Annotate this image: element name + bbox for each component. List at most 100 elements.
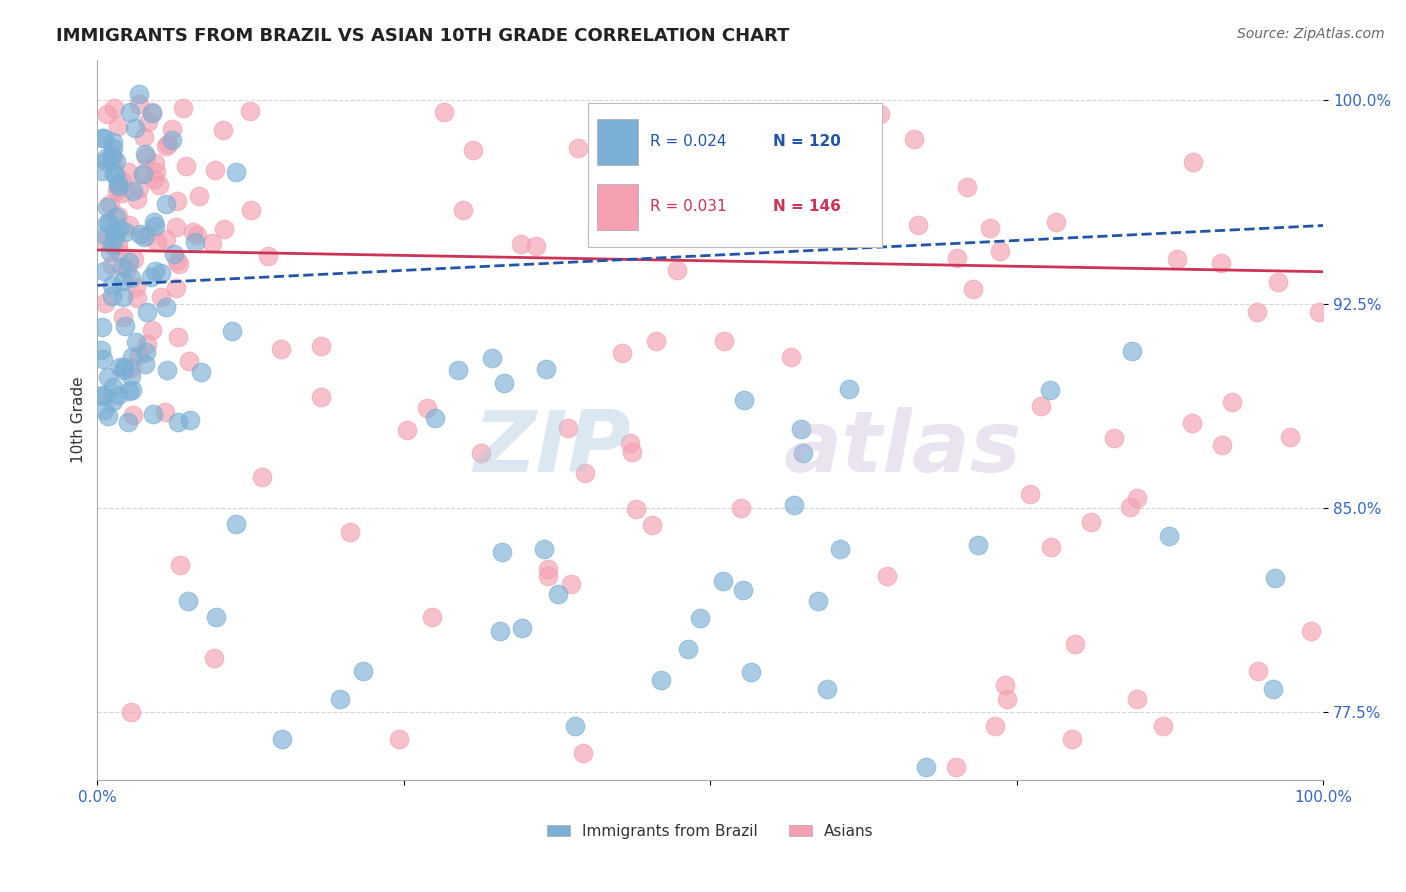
Point <box>489 624 512 638</box>
Point <box>962 282 984 296</box>
Point <box>145 165 167 179</box>
Point <box>172 101 194 115</box>
Point <box>141 323 163 337</box>
Point <box>146 235 169 249</box>
Point <box>988 244 1011 258</box>
Point <box>1062 732 1084 747</box>
Point <box>221 324 243 338</box>
Point <box>112 310 135 324</box>
Point <box>107 178 129 193</box>
Point <box>689 610 711 624</box>
Point <box>155 232 177 246</box>
Point <box>481 351 503 365</box>
Point <box>90 164 112 178</box>
Point <box>907 218 929 232</box>
Point <box>1181 154 1204 169</box>
Point <box>115 261 138 276</box>
Y-axis label: 10th Grade: 10th Grade <box>72 376 86 463</box>
Point <box>1152 719 1174 733</box>
Point <box>792 446 814 460</box>
Point <box>129 227 152 241</box>
Point <box>132 167 155 181</box>
Point <box>91 387 114 401</box>
Point <box>1247 665 1270 679</box>
Point <box>619 435 641 450</box>
Point <box>121 350 143 364</box>
Point <box>567 141 589 155</box>
Point <box>915 760 938 774</box>
Point <box>167 257 190 271</box>
Point <box>644 334 666 349</box>
Point <box>790 422 813 436</box>
Point <box>132 230 155 244</box>
Point <box>641 518 664 533</box>
Point <box>451 203 474 218</box>
Point <box>979 220 1001 235</box>
Point <box>711 574 734 588</box>
Point <box>98 245 121 260</box>
Point <box>114 225 136 239</box>
Point <box>91 319 114 334</box>
Point <box>179 354 201 368</box>
Point <box>112 274 135 288</box>
Point <box>134 146 156 161</box>
Point <box>125 335 148 350</box>
Point <box>1211 438 1233 452</box>
Point <box>155 139 177 153</box>
Point <box>186 228 208 243</box>
Point <box>415 401 437 415</box>
Point <box>149 266 172 280</box>
Point <box>93 131 115 145</box>
Point <box>93 227 115 242</box>
Point <box>967 538 990 552</box>
Point <box>205 610 228 624</box>
Point <box>132 167 155 181</box>
Point <box>534 362 557 376</box>
Point <box>433 104 456 119</box>
Point <box>114 360 136 375</box>
Point <box>96 201 118 215</box>
Point <box>610 346 633 360</box>
Point <box>176 159 198 173</box>
Point <box>166 415 188 429</box>
Point <box>396 423 419 437</box>
Point <box>101 135 124 149</box>
Point <box>118 384 141 399</box>
Point <box>1121 343 1143 358</box>
Point <box>136 336 159 351</box>
Point <box>141 106 163 120</box>
Point <box>155 197 177 211</box>
Point <box>107 388 129 402</box>
Point <box>169 558 191 572</box>
Point <box>270 342 292 356</box>
Point <box>572 746 595 760</box>
Point <box>117 165 139 179</box>
Point <box>103 102 125 116</box>
Point <box>557 420 579 434</box>
Point <box>163 247 186 261</box>
Point <box>141 105 163 120</box>
Point <box>118 218 141 232</box>
Point <box>537 568 560 582</box>
Point <box>101 258 124 272</box>
Point <box>128 97 150 112</box>
Point <box>665 263 688 277</box>
Point <box>876 569 898 583</box>
Point <box>153 405 176 419</box>
Point <box>107 119 129 133</box>
Point <box>97 216 120 230</box>
Point <box>1246 305 1268 319</box>
Point <box>120 105 142 120</box>
Point <box>142 215 165 229</box>
Point <box>91 352 114 367</box>
Point <box>108 180 131 194</box>
Point <box>150 290 173 304</box>
Point <box>124 121 146 136</box>
Text: ZIP: ZIP <box>472 408 631 491</box>
Point <box>1157 528 1180 542</box>
Point <box>101 278 124 293</box>
Point <box>143 172 166 186</box>
Point <box>136 114 159 128</box>
Point <box>1119 500 1142 514</box>
Point <box>423 411 446 425</box>
